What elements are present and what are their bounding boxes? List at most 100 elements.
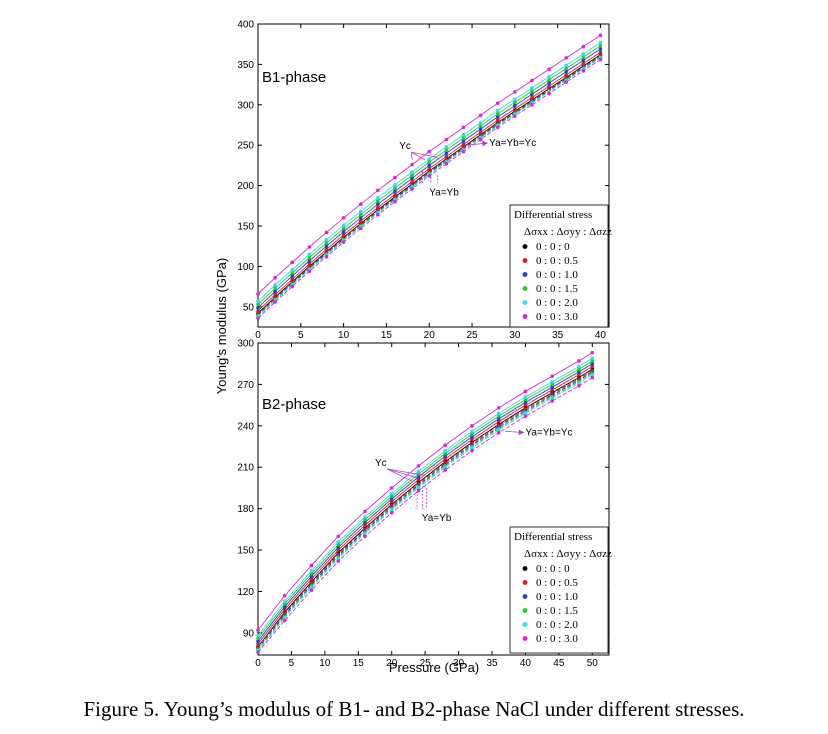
y-tick-label: 150 bbox=[237, 222, 254, 233]
data-point-yc bbox=[307, 255, 312, 260]
y-tick-label: 400 bbox=[237, 20, 254, 31]
y-tick-label: 210 bbox=[237, 463, 254, 474]
legend-marker bbox=[522, 258, 528, 263]
data-point-yc bbox=[461, 132, 466, 137]
data-point-yc bbox=[513, 107, 517, 111]
data-point-yc bbox=[590, 356, 595, 360]
data-point-yc bbox=[290, 260, 295, 265]
series-line-ya-yb bbox=[257, 372, 593, 650]
y-tick-label: 300 bbox=[237, 100, 254, 111]
data-point-ya-yb bbox=[478, 137, 483, 142]
data-point-yc bbox=[393, 189, 397, 194]
data-point-yc bbox=[530, 92, 534, 97]
data-point-ya-yb bbox=[495, 125, 500, 130]
series-line-yc bbox=[257, 360, 593, 639]
data-point-yc bbox=[461, 125, 466, 130]
y-tick-label: 150 bbox=[237, 546, 254, 557]
data-point-yc bbox=[363, 517, 367, 522]
data-point-yc bbox=[376, 195, 380, 200]
data-point-yc bbox=[581, 52, 586, 56]
y-tick-label: 50 bbox=[243, 302, 255, 313]
data-point-yc bbox=[273, 283, 277, 287]
data-point-ya-yb bbox=[470, 446, 474, 450]
data-point-yc bbox=[389, 491, 394, 496]
data-point-yc bbox=[444, 151, 449, 156]
data-point-yc bbox=[363, 509, 367, 514]
annotation-arrow bbox=[411, 151, 426, 161]
legend-marker bbox=[522, 300, 528, 305]
data-point-yc bbox=[324, 241, 329, 245]
data-point-yc bbox=[410, 162, 414, 167]
y-tick-label: 180 bbox=[237, 504, 254, 515]
data-point-yc bbox=[478, 130, 483, 135]
data-point-yc bbox=[358, 212, 363, 217]
data-point-yc bbox=[393, 182, 397, 187]
data-point-yc bbox=[547, 77, 551, 82]
data-point-yc bbox=[307, 262, 312, 266]
data-point-yc bbox=[309, 568, 314, 573]
data-point-yc bbox=[581, 44, 586, 49]
data-point-yc bbox=[495, 101, 500, 105]
data-point-yc bbox=[547, 81, 551, 85]
data-point-yc bbox=[495, 118, 500, 122]
data-point-yc bbox=[550, 388, 554, 392]
data-point-yc bbox=[273, 292, 277, 297]
data-point-yc bbox=[470, 437, 474, 442]
series-line-yc bbox=[257, 357, 593, 636]
data-point-yc bbox=[427, 160, 432, 164]
data-point-yc bbox=[376, 188, 380, 193]
data-point-yc bbox=[598, 44, 603, 48]
data-point-yc bbox=[410, 176, 414, 181]
data-point-yc bbox=[530, 86, 534, 90]
data-point-ya-yb bbox=[336, 556, 341, 561]
data-point-yc bbox=[581, 55, 586, 59]
data-point-yc bbox=[363, 523, 367, 528]
data-point-ya-yb bbox=[336, 559, 341, 563]
data-point-yc bbox=[307, 245, 312, 249]
b1-phase-label: B1-phase bbox=[262, 69, 326, 86]
data-point-yc bbox=[389, 486, 394, 490]
y-tick-label: 120 bbox=[237, 587, 254, 598]
annotation-arrow bbox=[467, 140, 488, 147]
data-point-yc bbox=[336, 542, 341, 547]
legend-entry: 0 : 0 : 3.0 bbox=[536, 311, 578, 323]
data-point-yc bbox=[324, 230, 329, 235]
data-point-yc bbox=[590, 364, 595, 369]
data-point-yc bbox=[470, 435, 474, 439]
data-point-yc bbox=[427, 149, 432, 154]
data-point-yc bbox=[309, 577, 314, 581]
data-point-ya-yb bbox=[550, 396, 554, 401]
data-point-yc bbox=[523, 403, 528, 407]
legend-marker bbox=[522, 272, 528, 277]
data-point-yc bbox=[470, 429, 474, 434]
annotation-arrow bbox=[505, 429, 525, 435]
data-point-yc bbox=[495, 111, 500, 116]
data-point-yc bbox=[550, 385, 554, 389]
series-line-ya-yb bbox=[257, 374, 593, 652]
data-point-yc bbox=[363, 520, 367, 525]
x-tick-label: 35 bbox=[552, 330, 564, 341]
data-point-yc bbox=[478, 127, 483, 131]
series-line-yc bbox=[257, 368, 593, 647]
data-point-yc bbox=[577, 372, 581, 377]
data-point-yc bbox=[324, 247, 329, 252]
data-point-ya-yb bbox=[416, 486, 421, 490]
data-point-ya-yb bbox=[282, 618, 287, 623]
annotation-arrow bbox=[386, 468, 412, 482]
data-point-yc bbox=[273, 286, 277, 291]
data-point-yc bbox=[523, 389, 528, 394]
data-point-yc bbox=[341, 226, 346, 231]
data-point-yc bbox=[513, 100, 517, 105]
x-tick-label: 45 bbox=[553, 658, 565, 669]
annotation-arrow bbox=[410, 152, 413, 160]
y-tick-label: 100 bbox=[237, 262, 254, 273]
data-point-yc bbox=[290, 277, 295, 282]
data-point-ya-yb bbox=[389, 508, 394, 512]
x-tick-label: 20 bbox=[424, 330, 436, 341]
data-point-yc bbox=[443, 454, 448, 459]
data-point-yc bbox=[290, 267, 295, 272]
data-point-yc bbox=[581, 58, 586, 63]
data-point-yc bbox=[443, 451, 448, 456]
data-point-yc bbox=[461, 142, 466, 147]
data-point-yc bbox=[496, 419, 501, 424]
